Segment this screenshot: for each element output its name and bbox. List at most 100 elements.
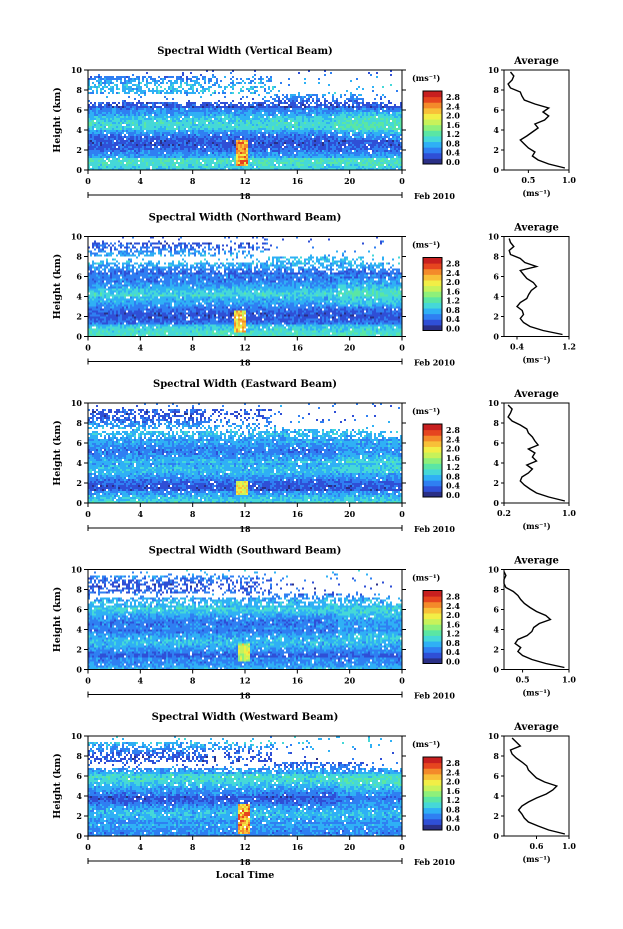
heatmap-cell <box>338 116 340 118</box>
heatmap-cell <box>200 74 202 76</box>
heatmap-cell <box>262 128 264 130</box>
heatmap-cell <box>292 94 294 96</box>
heatmap-cell <box>180 156 182 158</box>
heatmap-cell <box>246 118 248 120</box>
heatmap-cell <box>268 88 270 90</box>
heatmap-cell <box>216 134 218 136</box>
heatmap-cell <box>102 160 104 162</box>
heatmap-cell <box>96 146 98 148</box>
heatmap-cell <box>216 122 218 124</box>
heatmap-cell <box>196 140 198 142</box>
heatmap-cell <box>250 130 252 132</box>
heatmap-cell <box>380 116 382 118</box>
heatmap-cell <box>378 158 380 160</box>
heatmap-cell <box>264 84 266 86</box>
heatmap-cell <box>152 132 154 134</box>
heatmap-cell <box>162 144 164 146</box>
heatmap-cell <box>366 126 368 128</box>
heatmap-cell <box>132 78 134 80</box>
heatmap-cell <box>324 126 326 128</box>
heatmap-cell <box>136 118 138 120</box>
heatmap-cell <box>176 144 178 146</box>
heatmap-cell <box>270 102 272 104</box>
heatmap-cell <box>360 110 362 112</box>
heatmap-cell <box>290 128 292 130</box>
heatmap-cell <box>336 152 338 154</box>
heatmap-cell <box>98 146 100 148</box>
heatmap-cell <box>164 112 166 114</box>
heatmap-cell <box>168 116 170 118</box>
heatmap-cell <box>324 112 326 114</box>
heatmap-cell <box>366 102 368 104</box>
heatmap-cell <box>138 78 140 80</box>
heatmap-cell <box>170 106 172 108</box>
heatmap-cell <box>366 116 368 118</box>
heatmap-cell <box>334 108 336 110</box>
heatmap-cell <box>170 152 172 154</box>
heatmap-cell <box>374 154 376 156</box>
heatmap-cell <box>142 118 144 120</box>
heatmap-cell <box>170 158 172 160</box>
heatmap-cell <box>194 106 196 108</box>
heatmap-cell <box>250 80 252 82</box>
heatmap-cell <box>358 116 360 118</box>
heatmap-cell <box>248 142 250 144</box>
heatmap-cell <box>306 132 308 134</box>
heatmap-cell <box>346 118 348 120</box>
heatmap-cell <box>112 88 114 90</box>
heatmap-cell <box>390 146 392 148</box>
heatmap-cell <box>276 94 278 96</box>
heatmap-cell <box>256 128 258 130</box>
heatmap-cell <box>178 78 180 80</box>
heatmap-cell <box>134 128 136 130</box>
heatmap-cell <box>310 122 312 124</box>
heatmap-cell <box>260 142 262 144</box>
heatmap-cell <box>236 114 238 116</box>
heatmap-cell <box>182 112 184 114</box>
heatmap-cell <box>156 110 158 112</box>
heatmap-cell <box>92 122 94 124</box>
heatmap-cell <box>286 124 288 126</box>
heatmap-cell <box>354 156 356 158</box>
heatmap-cell <box>358 106 360 108</box>
heatmap-cell <box>124 104 126 106</box>
heatmap-cell <box>264 156 266 158</box>
heatmap-cell <box>296 126 298 128</box>
heatmap-cell <box>158 118 160 120</box>
heatmap-cell <box>396 134 398 136</box>
heatmap-cell <box>166 108 168 110</box>
heatmap-cell <box>244 140 246 142</box>
heatmap-cell <box>202 92 204 94</box>
heatmap-cell <box>360 106 362 108</box>
heatmap-cell <box>368 154 370 156</box>
heatmap-cell <box>390 134 392 136</box>
heatmap-cell <box>342 144 344 146</box>
heatmap-cell <box>130 146 132 148</box>
heatmap-cell <box>128 90 130 92</box>
heatmap-cell <box>188 158 190 160</box>
heatmap-cell <box>118 144 120 146</box>
heatmap-cell <box>210 128 212 130</box>
heatmap-cell <box>146 126 148 128</box>
heatmap-cell <box>202 104 204 106</box>
heatmap-cell <box>336 104 338 106</box>
heatmap-cell <box>282 142 284 144</box>
heatmap-cell <box>318 78 320 80</box>
heatmap-cell <box>256 112 258 114</box>
heatmap-cell <box>188 78 190 80</box>
heatmap-cell <box>390 108 392 110</box>
heatmap-cell <box>190 120 192 122</box>
heatmap-cell <box>220 128 222 130</box>
heatmap-cell <box>188 128 190 130</box>
heatmap-cell <box>396 90 398 92</box>
heatmap-cell <box>210 108 212 110</box>
heatmap-cell <box>244 134 246 136</box>
heatmap-cell <box>310 120 312 122</box>
heatmap-cell <box>356 100 358 102</box>
heatmap-cell <box>350 112 352 114</box>
heatmap-cell <box>234 130 236 132</box>
heatmap-cell <box>278 134 280 136</box>
heatmap-cell <box>160 134 162 136</box>
heatmap-cell <box>194 92 196 94</box>
heatmap-cell <box>248 158 250 160</box>
